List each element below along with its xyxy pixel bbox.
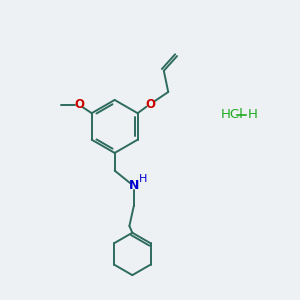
Text: H: H xyxy=(139,174,147,184)
Text: H: H xyxy=(248,108,258,121)
Text: HCl: HCl xyxy=(221,108,244,121)
Text: N: N xyxy=(129,179,139,192)
Text: O: O xyxy=(145,98,155,111)
Text: O: O xyxy=(74,98,84,111)
